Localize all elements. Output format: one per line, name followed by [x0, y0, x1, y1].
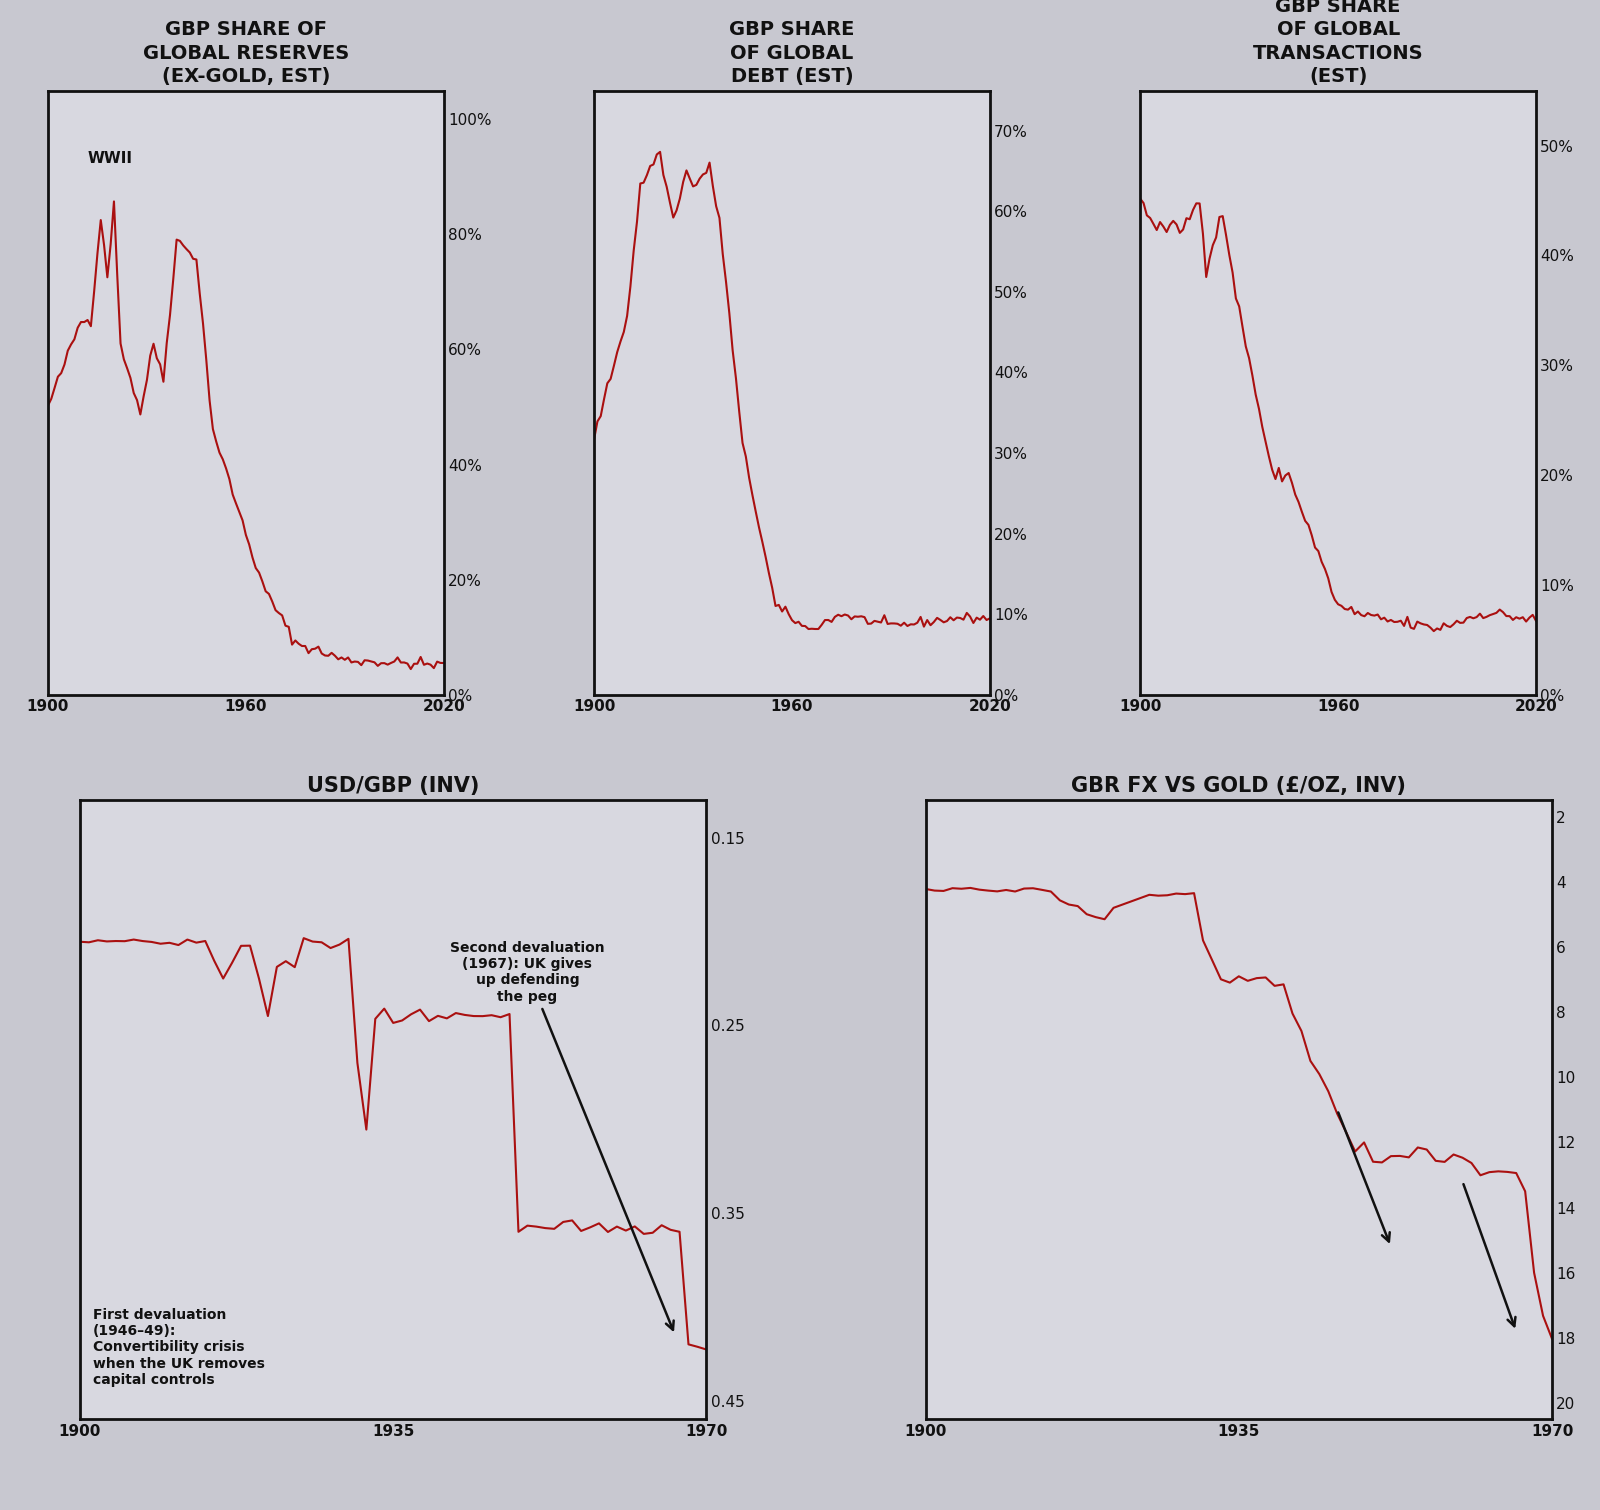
Text: WWII: WWII	[88, 151, 133, 166]
Text: First devaluation
(1946–49):
Convertibility crisis
when the UK removes
capital c: First devaluation (1946–49): Convertibil…	[93, 1308, 264, 1386]
Title: GBR FX VS GOLD (£/OZ, INV): GBR FX VS GOLD (£/OZ, INV)	[1072, 776, 1406, 796]
Title: USD/GBP (INV): USD/GBP (INV)	[307, 776, 480, 796]
Text: Second devaluation
(1967): UK gives
up defending
the peg: Second devaluation (1967): UK gives up d…	[450, 941, 674, 1330]
Title: GBP SHARE OF
GLOBAL RESERVES
(EX-GOLD, EST): GBP SHARE OF GLOBAL RESERVES (EX-GOLD, E…	[142, 20, 349, 86]
Title: GBP SHARE
OF GLOBAL
DEBT (EST): GBP SHARE OF GLOBAL DEBT (EST)	[730, 20, 854, 86]
Title: GBP SHARE
OF GLOBAL
TRANSACTIONS
(EST): GBP SHARE OF GLOBAL TRANSACTIONS (EST)	[1253, 0, 1424, 86]
